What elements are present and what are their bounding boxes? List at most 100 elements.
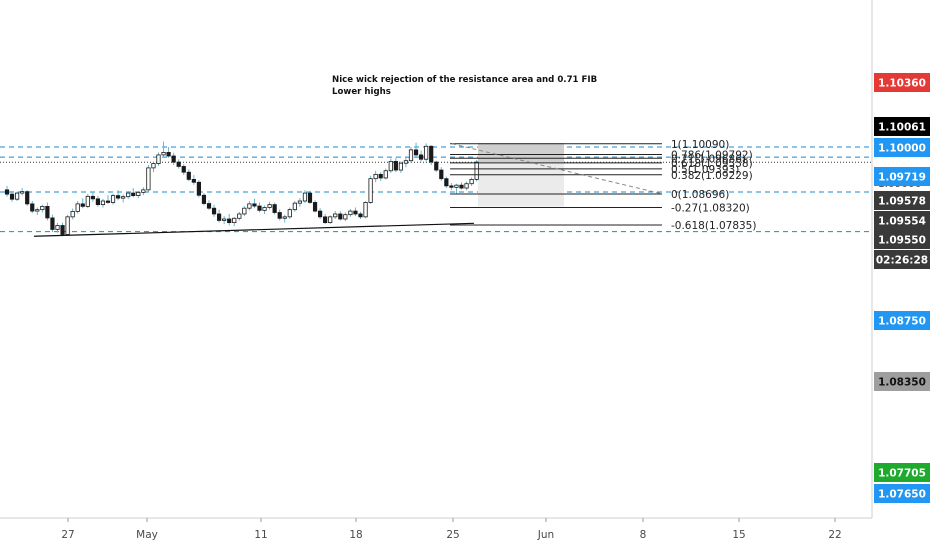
price-tag-bg-3	[874, 167, 930, 186]
candle-body-67	[343, 214, 348, 220]
x-tick-label-6: 8	[640, 529, 647, 541]
candle-body-25	[131, 192, 136, 197]
fib-label-3: 0.618(1.09558)	[671, 158, 753, 170]
candle-body-2	[14, 192, 20, 200]
candle-body-16	[85, 195, 90, 207]
time-axis: 27 May 11 18 25 Jun 8 15 22	[0, 517, 872, 541]
candle-body-93	[474, 161, 479, 180]
candle-body-55	[282, 216, 287, 219]
candle-body-60	[307, 192, 313, 203]
x-tick-label-3: 18	[349, 529, 362, 541]
candle-body-58	[297, 200, 303, 204]
candle-body-65	[333, 213, 338, 218]
trendline	[33, 222, 475, 237]
candle-body-89	[454, 184, 459, 188]
price-tag-bg-10	[874, 463, 930, 482]
candle-body-37	[191, 178, 196, 183]
candle-body-82	[418, 154, 424, 160]
candle-body-32	[166, 151, 171, 157]
candle-body-61	[312, 202, 318, 212]
candle-body-39	[201, 194, 207, 204]
candle-body-3	[20, 191, 25, 194]
candle-body-19	[100, 200, 106, 205]
price-tag-bg-6	[874, 230, 930, 249]
chart-annotation: Nice wick rejection of the resistance ar…	[332, 75, 597, 98]
candle-body-87	[444, 178, 449, 187]
candle-body-62	[317, 210, 323, 218]
candle-body-71	[363, 202, 368, 218]
candle-body-70	[358, 213, 363, 218]
candle-body-91	[464, 183, 469, 189]
candle-body-22	[116, 195, 121, 199]
candle-body-80	[408, 149, 414, 162]
candle-body-90	[459, 184, 464, 189]
price-tag-bg-7	[874, 250, 930, 269]
risk-zone	[478, 143, 564, 163]
candle-body-43	[222, 218, 227, 221]
candle-body-79	[403, 160, 409, 164]
candle-body-42	[216, 213, 222, 221]
candle-body-14	[75, 203, 80, 212]
candle-body-45	[232, 217, 237, 223]
candle-body-77	[393, 160, 398, 171]
candle-body-11	[60, 225, 65, 235]
candle-body-86	[439, 169, 444, 180]
candle-body-18	[95, 198, 100, 205]
fib-label-4: 0.5(1.09393)	[671, 164, 739, 176]
fib-label-8: -0.618(1.07835)	[671, 220, 756, 232]
price-axis: 1.105001.090001.085001.080001.075001.103…	[871, 0, 930, 518]
candle-body-49	[252, 203, 257, 207]
candle-body-57	[292, 202, 297, 211]
candle-body-83	[424, 145, 429, 160]
candle-body-38	[196, 181, 201, 196]
price-tag-9: 1.08350	[878, 377, 926, 389]
candle-body-54	[277, 212, 282, 219]
candle-body-13	[70, 211, 75, 218]
reward-zone	[478, 162, 564, 207]
candle-body-81	[413, 149, 419, 156]
candle-body-28	[146, 167, 151, 191]
candle-body-46	[237, 213, 242, 219]
price-tag-bg-0	[874, 73, 930, 92]
candle-body-48	[247, 203, 252, 209]
x-tick-label-7: 15	[732, 529, 745, 541]
candle-body-4	[25, 191, 30, 205]
price-tag-6: 1.09550	[878, 235, 926, 247]
fib-label-2: 0.71(1.09686)	[671, 153, 746, 165]
candle-body-6	[35, 209, 40, 212]
candle-body-10	[55, 225, 60, 230]
candle-body-15	[80, 203, 85, 207]
candle-body-73	[373, 173, 378, 180]
projection-line	[451, 143, 663, 195]
x-tick-label-8: 22	[828, 529, 841, 541]
candle-body-68	[348, 210, 353, 216]
candle-body-23	[121, 196, 126, 199]
candles	[4, 141, 479, 237]
candle-body-51	[262, 207, 267, 211]
x-tick-label-2: 11	[254, 529, 267, 541]
candle-body-72	[368, 178, 373, 203]
price-tag-8: 1.08750	[878, 316, 926, 328]
price-tag-3: 1.09719	[878, 172, 926, 184]
candle-body-53	[272, 204, 277, 213]
candle-body-75	[383, 170, 388, 179]
candle-body-74	[378, 173, 383, 179]
candle-body-35	[181, 166, 186, 173]
annotation-line-2: Lower highs	[332, 86, 391, 97]
price-tag-2: 1.10000	[878, 143, 926, 155]
fib-label-1: 0.786(1.09792)	[671, 149, 753, 161]
candle-body-34	[176, 161, 181, 167]
fib-label-6: 0(1.08696)	[671, 189, 729, 201]
price-tag-7: 02:26:28	[876, 255, 928, 267]
x-tick-label-5: Jun	[537, 529, 554, 541]
candle-body-33	[171, 155, 176, 163]
candle-body-56	[287, 209, 292, 218]
candle-body-44	[227, 218, 232, 223]
fib-label-7: -0.27(1.08320)	[671, 202, 750, 214]
price-tag-bg-9	[874, 372, 930, 391]
x-tick-label-0: 27	[61, 529, 74, 541]
x-tick-label-4: 25	[446, 529, 459, 541]
candle-body-31	[161, 151, 166, 156]
annotation-line-1: Nice wick rejection of the resistance ar…	[332, 75, 598, 85]
